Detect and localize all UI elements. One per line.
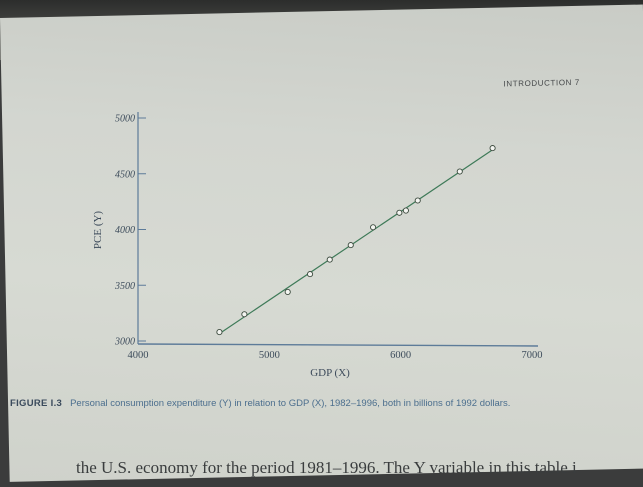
x-tick-label: 6000 <box>390 350 411 361</box>
y-tick-label: 3500 <box>114 281 135 292</box>
data-point <box>396 209 403 216</box>
data-point <box>347 242 354 249</box>
data-point <box>216 329 223 336</box>
data-points <box>216 145 496 336</box>
y-tick-label: 4500 <box>115 169 135 180</box>
x-tick-label: 4000 <box>128 350 149 361</box>
data-point <box>402 207 409 214</box>
y-tick-label: 5000 <box>115 114 135 125</box>
data-point <box>326 256 333 263</box>
y-tick-label: 4000 <box>115 225 135 236</box>
data-point <box>414 197 421 204</box>
body-text-line: the U.S. economy for the period 1981–199… <box>76 458 577 477</box>
x-tick-label: 7000 <box>522 350 543 361</box>
figure-caption: FIGURE I.3 Personal consumption expenditu… <box>10 398 640 410</box>
y-axis-label: PCE (Y) <box>92 211 104 250</box>
data-point <box>284 288 291 295</box>
figure-caption-text: Personal consumption expenditure (Y) in … <box>70 398 511 409</box>
chart-axes <box>137 112 539 347</box>
fit-line <box>219 149 493 335</box>
data-point <box>489 145 496 152</box>
figure-label: FIGURE I.3 <box>10 398 63 409</box>
x-axis-line <box>137 343 539 347</box>
data-point <box>241 311 248 318</box>
x-tick-label: 5000 <box>259 350 280 361</box>
data-point <box>456 168 463 175</box>
chart-ticks: 3000 3500 4000 4500 5000 4000 5000 6000 7000 <box>114 114 543 362</box>
data-point <box>370 224 377 231</box>
fit-line-group <box>219 149 493 335</box>
y-tick-label: 3000 <box>114 337 135 348</box>
x-axis-label: GDP (X) <box>310 367 350 379</box>
data-point <box>306 271 314 278</box>
